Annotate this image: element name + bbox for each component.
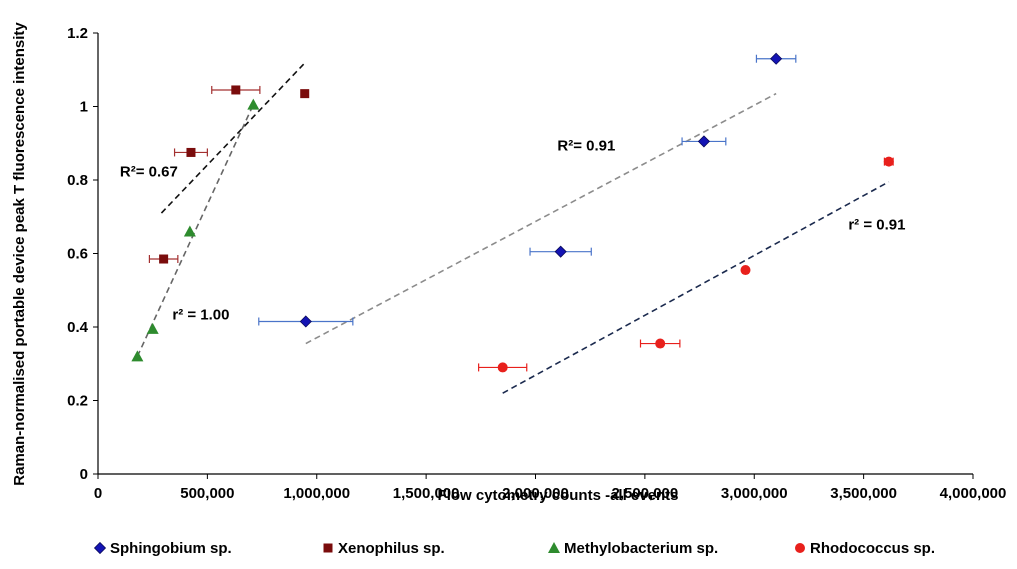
sphingobium-sp-trendline — [305, 92, 777, 345]
legend-marker-sphingobium-sp — [93, 541, 107, 555]
xenophilus-sp-point — [186, 147, 196, 157]
rhodococcus-sp-point — [655, 338, 666, 349]
xenophilus-sp-point — [300, 89, 310, 99]
x-tick-label: 1,000,000 — [283, 485, 350, 502]
legend-label-xenophilus-sp: Xenophilus sp. — [338, 540, 445, 557]
rhodococcus-sp-r2-label: r² = 0.91 — [848, 217, 905, 234]
legend-label-methylobacterium-sp: Methylobacterium sp. — [564, 540, 718, 557]
legend-item-xenophilus-sp: Xenophilus sp. — [323, 540, 445, 557]
x-tick-label: 1,500,000 — [393, 485, 460, 502]
legend-item-rhodococcus-sp: Rhodococcus sp. — [795, 540, 935, 557]
rhodococcus-sp-point — [883, 156, 894, 167]
methylobacterium-sp-r2-label: r² = 1.00 — [172, 307, 229, 324]
sphingobium-sp-point — [697, 135, 711, 148]
xenophilus-sp-point — [159, 254, 169, 264]
legend-marker-rhodococcus-sp — [795, 543, 805, 553]
y-tick-label: 0.4 — [67, 319, 89, 336]
axes: 0 0.2 0.4 0.6 0.8 1 1.2 0 500,000 1,000,000 1,500,… — [67, 25, 1006, 502]
methylobacterium-sp-point — [146, 322, 159, 334]
legend: Sphingobium sp. Xenophilus sp. Methylobact… — [93, 540, 935, 557]
xenophilus-sp-trendline — [160, 63, 305, 214]
y-tick-label: 1.2 — [67, 25, 88, 42]
rhodococcus-sp-point — [740, 265, 751, 276]
y-axis-title: Raman-normalised portable device peak T … — [11, 22, 28, 486]
legend-marker-xenophilus-sp — [323, 543, 333, 553]
rhodococcus-sp-trendline — [502, 181, 890, 394]
methylobacterium-sp-point — [247, 98, 260, 110]
y-tick-label: 1 — [80, 99, 88, 116]
x-tick-label: 500,000 — [180, 485, 234, 502]
annotations: R²= 0.91 R²= 0.67 r² = 1.00 r² = 0.91 — [120, 138, 906, 324]
sphingobium-sp-point — [554, 245, 567, 258]
sphingobium-sp-point — [770, 52, 783, 65]
methylobacterium-sp-point — [131, 350, 144, 362]
y-tick-label: 0.8 — [67, 172, 88, 189]
x-tick-label: 0 — [94, 485, 102, 502]
xenophilus-sp-r2-label: R²= 0.67 — [120, 163, 178, 180]
y-tick-label: 0.6 — [67, 246, 88, 263]
x-axis-title: Flow cytometry counts -all events — [438, 487, 679, 504]
sphingobium-sp-r2-label: R²= 0.91 — [557, 138, 615, 155]
y-tick-label: 0.2 — [67, 393, 88, 410]
legend-label-sphingobium-sp: Sphingobium sp. — [110, 540, 232, 557]
rhodococcus-sp-point — [497, 362, 508, 373]
x-tick-label: 3,000,000 — [721, 485, 788, 502]
methylobacterium-sp-trendline — [136, 104, 255, 357]
legend-marker-methylobacterium-sp — [548, 542, 560, 553]
trendlines — [136, 63, 890, 394]
legend-item-methylobacterium-sp: Methylobacterium sp. — [548, 540, 718, 557]
x-tick-label: 4,000,000 — [940, 485, 1007, 502]
x-tick-label: 2,500,000 — [612, 485, 679, 502]
data-points — [131, 52, 894, 373]
legend-label-rhodococcus-sp: Rhodococcus sp. — [810, 540, 935, 557]
sphingobium-sp-point — [299, 315, 312, 328]
x-tick-label: 2,000,000 — [502, 485, 569, 502]
methylobacterium-sp-point — [183, 225, 196, 237]
y-tick-label: 0 — [80, 466, 88, 483]
xenophilus-sp-point — [231, 85, 241, 95]
legend-item-sphingobium-sp: Sphingobium sp. — [93, 540, 232, 557]
error-bars — [148, 54, 894, 372]
x-tick-label: 3,500,000 — [830, 485, 897, 502]
